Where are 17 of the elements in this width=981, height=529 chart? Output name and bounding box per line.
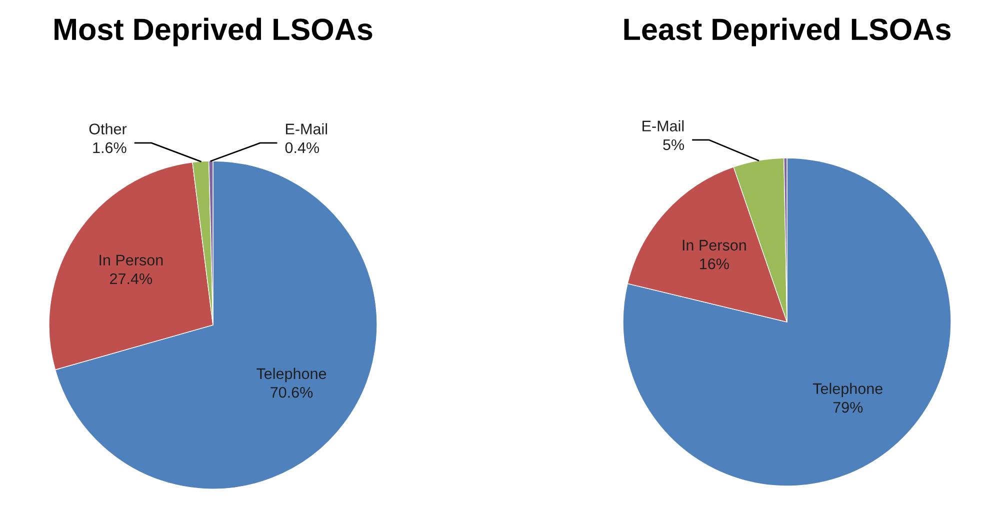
slice-label: Telephone — [256, 368, 326, 382]
chart-title: Most Deprived LSOAs — [54, 18, 372, 46]
data-label: 16% — [700, 258, 729, 270]
data-label: 0.4% — [285, 142, 320, 154]
slice-label: E-Mail — [286, 123, 328, 134]
slice-label: Other — [89, 123, 127, 134]
chart-title: Least Deprived LSOAs — [624, 18, 950, 46]
slice-label: E-Mail — [642, 120, 684, 132]
slice-label: Telephone — [812, 382, 882, 398]
data-label: 5% — [663, 139, 684, 150]
slice-label: In Person — [682, 240, 746, 251]
data-label: 27.4% — [110, 273, 152, 284]
data-label: 70.6% — [270, 386, 313, 398]
data-label: 79% — [833, 402, 863, 413]
pie-slice — [622, 158, 952, 486]
data-label: 1.6% — [93, 142, 126, 154]
slice-label: In Person — [100, 254, 163, 266]
